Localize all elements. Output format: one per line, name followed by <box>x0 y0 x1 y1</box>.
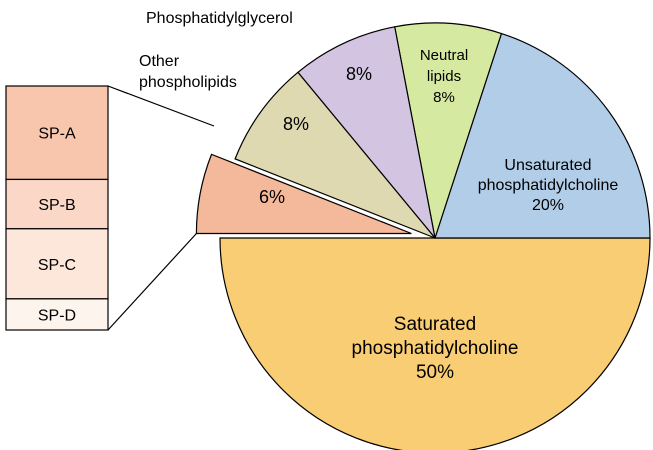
slice-other-phospholipids <box>234 71 436 239</box>
slice-neutral-lipids <box>394 22 503 239</box>
label-phosphatidylglycerol: Phosphatidylglycerol <box>146 10 293 27</box>
slice-neutral-lipids-label: Neutral lipids 8% <box>420 47 468 106</box>
slice-saturated-phosphatidylcholine-label: Saturated phosphatidylcholine 50% <box>352 314 519 383</box>
breakout-connector-top <box>107 85 215 127</box>
breakout-label-sp-a: SP-A <box>38 126 76 143</box>
slice-phosphatidylglycerol <box>297 26 436 239</box>
label-other-phospholipids: Other phospholipids <box>139 53 237 91</box>
breakout-segment-sp-d <box>5 298 109 331</box>
breakout-label-sp-d: SP-D <box>38 307 76 324</box>
slice-other-phospholipids-label: 8% <box>283 114 309 134</box>
slice-surfactant-proteins-label: 6% <box>259 187 285 207</box>
slice-saturated-phosphatidylcholine <box>219 237 651 450</box>
pie-slices <box>195 22 651 450</box>
breakout-connector-bottom <box>107 233 197 331</box>
slice-unsaturated-phosphatidylcholine-label: Unsaturated phosphatidylcholine 20% <box>478 157 619 214</box>
slice-surfactant-proteins <box>195 153 412 235</box>
slice-phosphatidylglycerol-label: 8% <box>346 64 372 84</box>
slice-unsaturated-phosphatidylcholine <box>434 32 651 239</box>
breakout-label-sp-b: SP-B <box>38 197 75 214</box>
breakout-label-sp-c: SP-C <box>38 257 76 274</box>
pie-labels: Saturated phosphatidylcholine 50% Unsaturat… <box>139 10 618 383</box>
protein-breakout: SP-A SP-B SP-C SP-D <box>5 85 215 331</box>
